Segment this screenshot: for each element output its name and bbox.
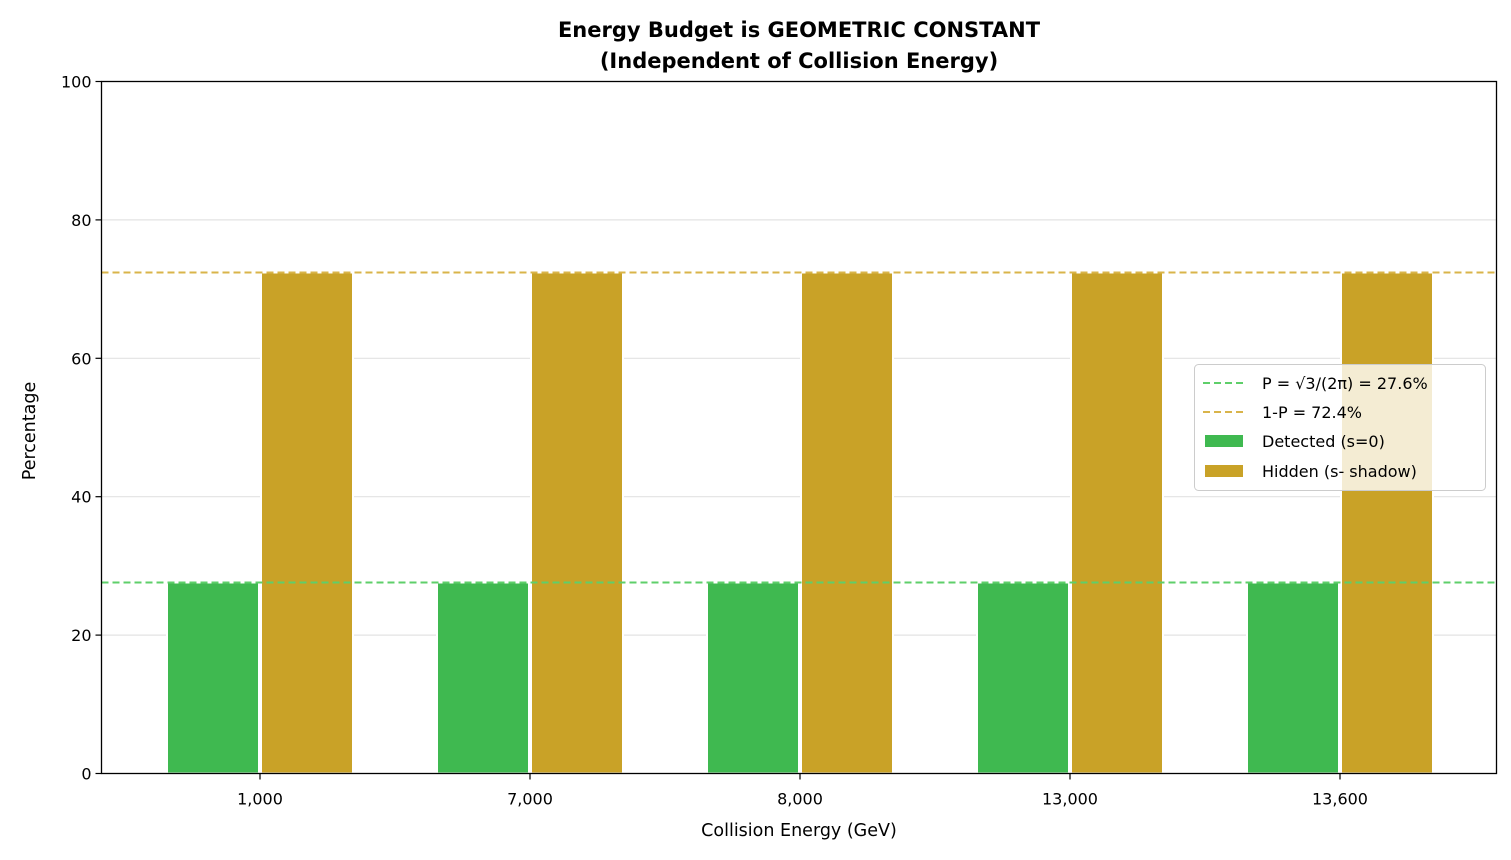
legend-bar-swatch [1205,465,1243,477]
bar-hidden [1340,271,1434,775]
plot-frame [100,80,1498,775]
y-tick-label: 0 [81,765,91,784]
bar-hidden [260,271,354,775]
legend-label: Hidden (s- shadow) [1262,462,1417,481]
y-tick-label: 40 [71,488,91,507]
y-tick-label: 100 [61,73,92,92]
bar-detected [166,581,260,775]
bar-hidden [530,271,624,775]
x-tick-label: 8,000 [777,790,823,809]
legend-label: 1-P = 72.4% [1262,403,1362,422]
legend-bar-swatch [1205,435,1243,447]
bar-hidden [1070,271,1164,775]
chart-subtitle: (Independent of Collision Energy) [600,49,998,73]
y-tick-label: 60 [71,349,91,368]
legend-box [1194,364,1486,491]
y-tick-label: 80 [71,211,91,230]
bar-detected [1246,581,1340,775]
legend-label: Detected (s=0) [1262,432,1385,451]
y-tick-label: 20 [71,626,91,645]
x-tick-label: 13,000 [1042,790,1098,809]
legend-label: P = √3/(2π) = 27.6% [1262,374,1428,393]
bar-detected [706,581,800,775]
legend: P = √3/(2π) = 27.6% 1-P = 72.4% Detected (… [1194,364,1486,491]
bar-detected [976,581,1070,775]
x-axis-label: Collision Energy (GeV) [701,821,897,841]
x-tick-label: 1,000 [237,790,283,809]
chart-title: Energy Budget is GEOMETRIC CONSTANT [558,18,1041,42]
y-axis-label: Percentage [20,382,40,480]
x-tick-label: 13,600 [1312,790,1368,809]
x-tick-label: 7,000 [507,790,553,809]
bar-detected [436,581,530,775]
bar-hidden [800,271,894,775]
